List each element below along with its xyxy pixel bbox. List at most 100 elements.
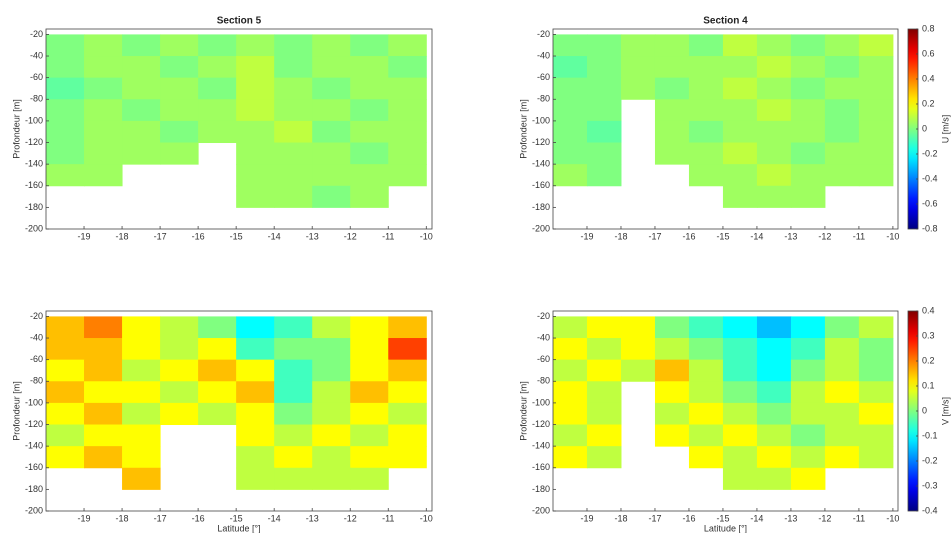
cells: [46, 316, 427, 490]
heat-cell: [312, 142, 351, 165]
heat-cell: [586, 164, 622, 187]
heat-cell: [350, 142, 389, 165]
colorbar-tick-label: -0.4: [922, 173, 938, 183]
heat-cell: [198, 34, 237, 57]
heat-cell: [586, 359, 622, 382]
heat-cell: [824, 338, 860, 361]
x-tick-label: -10: [886, 231, 899, 241]
y-tick-label: -180: [25, 484, 43, 494]
heat-cell: [236, 359, 275, 382]
heat-cell: [274, 446, 313, 469]
heat-cell: [756, 424, 792, 447]
heat-cell: [858, 316, 894, 339]
heat-cell: [858, 56, 894, 79]
heat-cell: [274, 424, 313, 447]
heat-cell: [790, 381, 826, 404]
heat-cell: [756, 446, 792, 469]
y-axis-label: Profondeur [m]: [11, 381, 21, 441]
heat-cell: [160, 77, 199, 100]
heat-cell: [198, 56, 237, 79]
heat-cell: [312, 34, 351, 57]
heat-cell: [824, 359, 860, 382]
heat-cell: [858, 120, 894, 144]
heat-cell: [350, 164, 389, 187]
colorbar-tick-label: -0.1: [922, 430, 938, 440]
heat-cell: [824, 99, 860, 122]
heat-cell: [312, 446, 351, 469]
x-tick-label: -11: [853, 513, 865, 523]
heat-cell: [688, 424, 724, 447]
heat-cell: [274, 467, 313, 490]
x-tick-label: -17: [154, 231, 167, 241]
heat-cell: [688, 142, 724, 165]
heat-cell: [236, 164, 275, 187]
heat-cell: [790, 359, 826, 382]
y-tick-label: -40: [537, 50, 550, 60]
heat-cell: [586, 381, 622, 404]
heat-cell: [688, 34, 724, 57]
heat-cell: [654, 77, 690, 100]
heat-cell: [350, 77, 389, 100]
heat-cell: [824, 164, 860, 187]
heat-cell: [654, 381, 690, 404]
y-tick-label: -160: [25, 180, 43, 190]
colorbar-tick-label: -0.2: [922, 148, 938, 158]
y-tick-label: -140: [25, 159, 43, 169]
heat-cell: [654, 120, 690, 144]
heat-cell: [722, 381, 758, 404]
heat-cell: [722, 359, 758, 382]
heat-cell: [46, 99, 85, 122]
y-tick-label: -140: [532, 159, 550, 169]
heat-cell: [236, 185, 275, 208]
y-tick-label: -80: [537, 376, 550, 386]
heat-cell: [388, 120, 427, 144]
heat-cell: [553, 142, 588, 165]
heat-cell: [236, 56, 275, 79]
cells: [46, 34, 427, 208]
heat-cell: [858, 402, 894, 426]
colorbar-label: U [m/s]: [940, 115, 950, 144]
y-tick-label: -180: [25, 202, 43, 212]
heat-cell: [312, 164, 351, 187]
heat-cell: [198, 99, 237, 122]
heat-cell: [122, 56, 161, 79]
heat-cell: [756, 402, 792, 426]
heat-cell: [160, 359, 199, 382]
heat-cell: [756, 120, 792, 144]
colorbar-tick-label: 0.4: [922, 73, 935, 83]
heat-cell: [198, 402, 237, 426]
heat-cell: [84, 56, 123, 79]
heat-cell: [198, 120, 237, 144]
x-tick-label: -10: [886, 513, 899, 523]
heat-cell: [388, 359, 427, 382]
x-tick-label: -10: [420, 513, 433, 523]
heat-cell: [688, 120, 724, 144]
heat-cell: [46, 56, 85, 79]
heat-cell: [160, 34, 199, 57]
heat-cell: [236, 120, 275, 144]
heat-cell: [312, 381, 351, 404]
heat-cell: [388, 142, 427, 165]
heat-cell: [722, 424, 758, 447]
heat-cell: [790, 34, 826, 57]
heat-cell: [312, 467, 351, 490]
axes-frame: [552, 310, 899, 512]
heat-cell: [756, 185, 792, 208]
heat-cell: [236, 99, 275, 122]
y-tick-label: -100: [532, 115, 550, 125]
x-tick-label: -14: [750, 513, 763, 523]
heat-cell: [312, 402, 351, 426]
heat-cell: [722, 164, 758, 187]
heat-cell: [688, 359, 724, 382]
y-tick-label: -200: [25, 223, 43, 233]
y-tick-label: -80: [30, 94, 43, 104]
heat-cell: [84, 99, 123, 122]
x-tick-label: -18: [116, 231, 129, 241]
heat-cell: [312, 77, 351, 100]
heat-cell: [122, 34, 161, 57]
heat-cell: [122, 77, 161, 100]
heat-cell: [553, 77, 588, 100]
heat-cell: [46, 402, 85, 426]
heat-cell: [274, 120, 313, 144]
